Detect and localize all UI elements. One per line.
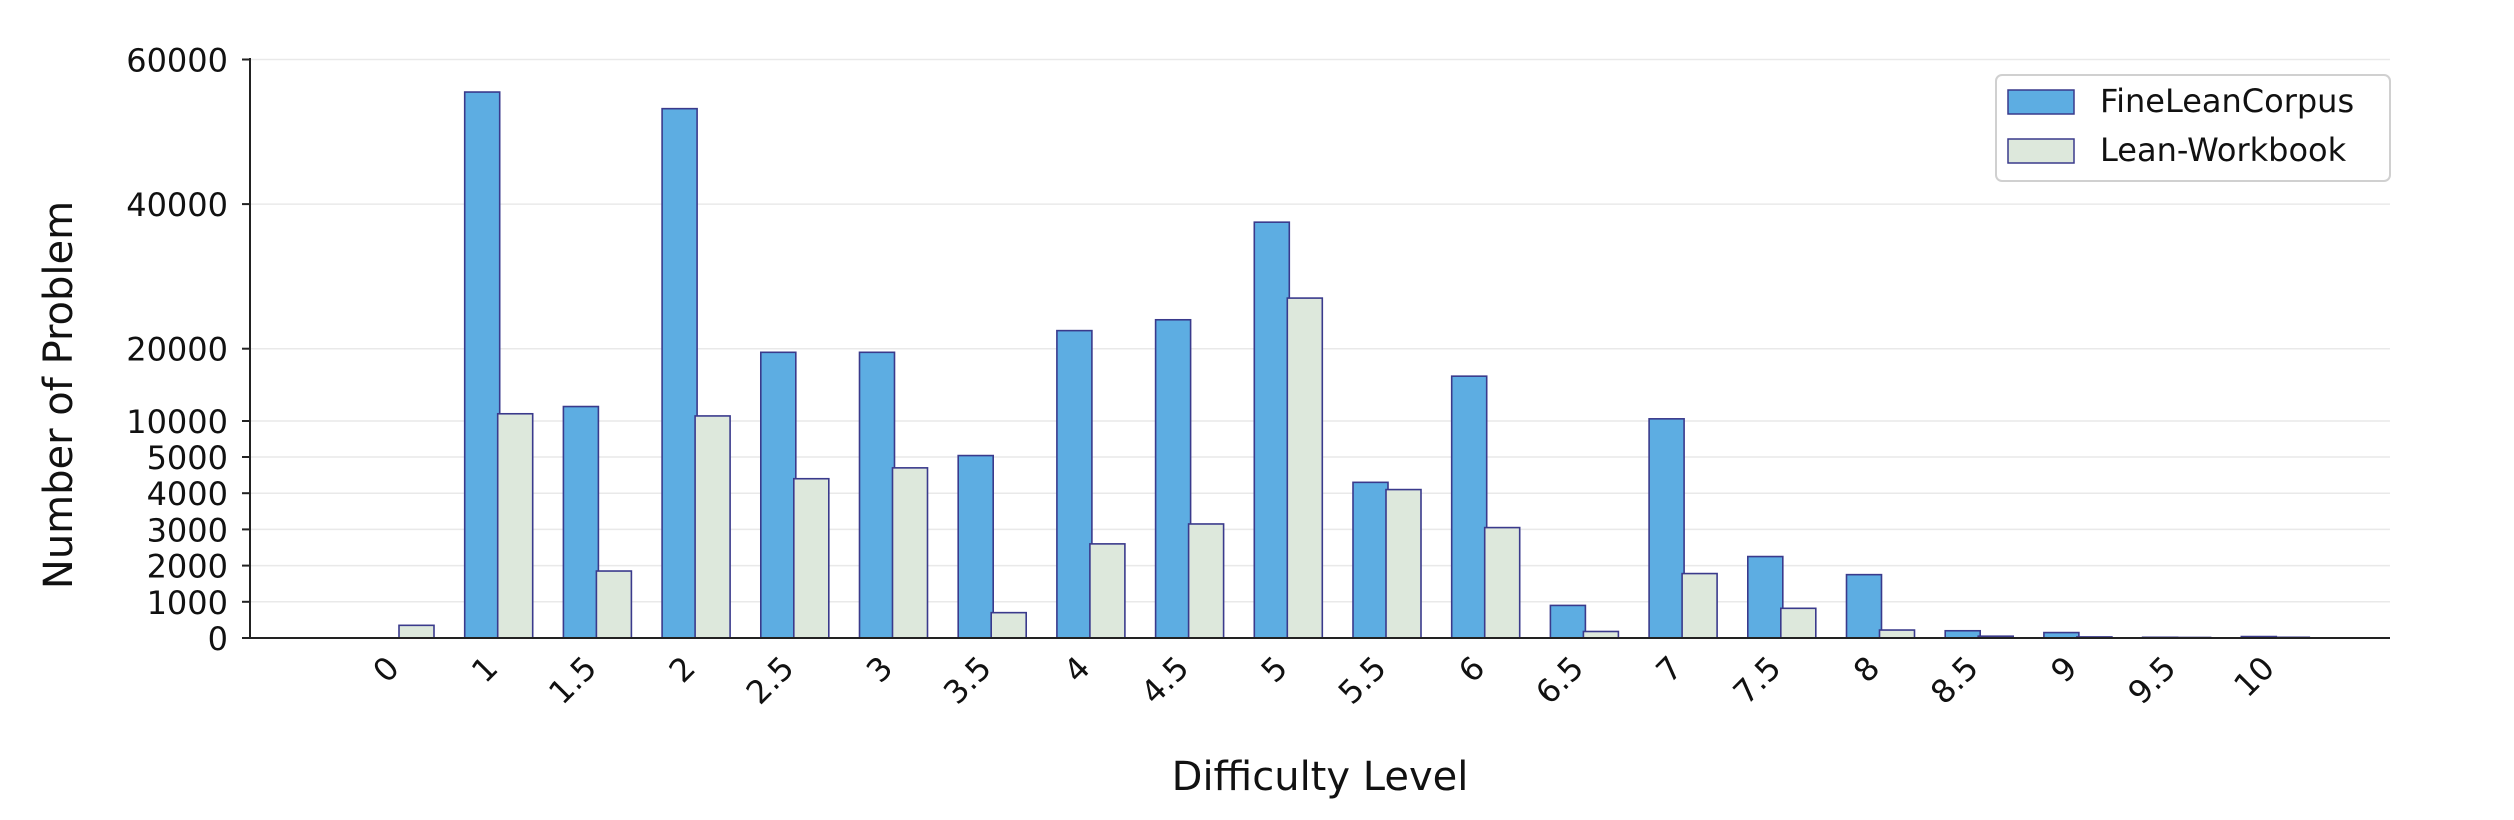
- legend-frame: [1995, 74, 2391, 182]
- x-tick-labels: 0 1 1.5 2 2.5 3 3.5 4 4.5 5 5.5 6 6.5 7 7.5 8 8.5 9 9.5 10: [365, 649, 2282, 712]
- bar-lean-workbook-2: [694, 415, 731, 639]
- bar-fineleancorpus-7.5: [1747, 555, 1784, 639]
- y-tick-label: 3000: [147, 511, 228, 549]
- bar-fineleancorpus-8.5: [1944, 629, 1981, 639]
- bar-fineleancorpus-7: [1648, 418, 1685, 639]
- bar-fineleancorpus-5: [1253, 221, 1291, 639]
- bar-lean-workbook-4.5: [1187, 523, 1225, 639]
- bar-fineleancorpus-3.5: [957, 454, 995, 639]
- legend-label-fineleancorpus: FineLeanCorpus: [2100, 82, 2354, 120]
- bar-fineleancorpus-1: [463, 91, 501, 639]
- x-tick-label: 6: [1451, 649, 1492, 690]
- bar-lean-workbook-7: [1681, 572, 1718, 639]
- y-tick-label: 2000: [147, 548, 228, 586]
- x-tick-label: 10: [2226, 649, 2282, 705]
- x-tick-label: 6.5: [1528, 649, 1591, 712]
- y-tick-label: 10000: [126, 403, 228, 441]
- x-tick-label: 9.5: [2120, 649, 2183, 712]
- bar-lean-workbook-1.5: [595, 570, 633, 639]
- bar-lean-workbook-1: [496, 412, 534, 639]
- bars-group: [398, 91, 2311, 639]
- x-tick-label: 7: [1648, 649, 1689, 690]
- bar-lean-workbook-3: [891, 467, 929, 639]
- bar-fineleancorpus-5.5: [1352, 481, 1389, 639]
- x-tick-label: 4: [1056, 649, 1097, 690]
- x-tick-label: 0: [365, 649, 406, 690]
- legend-swatch-lean-workbook: [2007, 138, 2075, 164]
- bar-fineleancorpus-2.5: [759, 351, 797, 639]
- x-tick-label: 2: [661, 649, 702, 690]
- bar-lean-workbook-6: [1483, 526, 1521, 639]
- x-tick-label: 8.5: [1923, 649, 1986, 712]
- y-tick-label: 1000: [147, 584, 228, 622]
- x-tick-label: 9: [2043, 649, 2084, 690]
- bar-lean-workbook-2.5: [792, 477, 830, 639]
- x-tick-label: 1: [464, 649, 505, 690]
- bar-fineleancorpus-4.5: [1154, 318, 1192, 639]
- bar-lean-workbook-8: [1878, 629, 1916, 639]
- y-tick-label: 5000: [147, 439, 228, 477]
- axes: [242, 58, 2390, 639]
- bar-lean-workbook-4: [1089, 543, 1126, 639]
- legend-label-lean-workbook: Lean-Workbook: [2100, 131, 2347, 169]
- x-tick-label: 3.5: [936, 649, 999, 712]
- bar-fineleancorpus-8: [1845, 573, 1883, 639]
- x-tick-label: 7.5: [1726, 649, 1789, 712]
- x-axis-title: Difficulty Level: [1172, 754, 1469, 800]
- bar-lean-workbook-7.5: [1780, 607, 1817, 639]
- bar-lean-workbook-3.5: [990, 611, 1028, 639]
- bar-fineleancorpus-2: [661, 107, 698, 639]
- x-tick-label: 2.5: [739, 649, 802, 712]
- y-tick-label: 40000: [126, 186, 228, 224]
- y-tick-label: 60000: [126, 42, 228, 80]
- bar-lean-workbook-5: [1286, 297, 1324, 639]
- bar-lean-workbook-0: [398, 624, 435, 639]
- x-tick-label: 3: [859, 649, 900, 690]
- x-tick-label: 4.5: [1133, 649, 1196, 712]
- x-tick-label: 1.5: [541, 649, 604, 712]
- y-tick-label: 0: [208, 620, 228, 658]
- y-axis-title: Number of Problem: [36, 201, 82, 589]
- x-tick-label: 5: [1254, 649, 1295, 690]
- bar-fineleancorpus-6.5: [1549, 604, 1587, 639]
- legend-swatch-fineleancorpus: [2007, 89, 2075, 115]
- bar-lean-workbook-5.5: [1385, 488, 1422, 639]
- legend: FineLeanCorpus Lean-Workbook: [1995, 74, 2391, 182]
- y-tick-label: 4000: [147, 475, 228, 513]
- x-tick-label: 8: [1846, 649, 1887, 690]
- bar-fineleancorpus-6: [1450, 375, 1488, 639]
- bar-fineleancorpus-3: [858, 351, 896, 639]
- y-tick-label: 20000: [126, 331, 228, 369]
- x-tick-label: 5.5: [1331, 649, 1394, 712]
- bar-fineleancorpus-1.5: [562, 405, 600, 639]
- bar-fineleancorpus-4: [1056, 329, 1093, 639]
